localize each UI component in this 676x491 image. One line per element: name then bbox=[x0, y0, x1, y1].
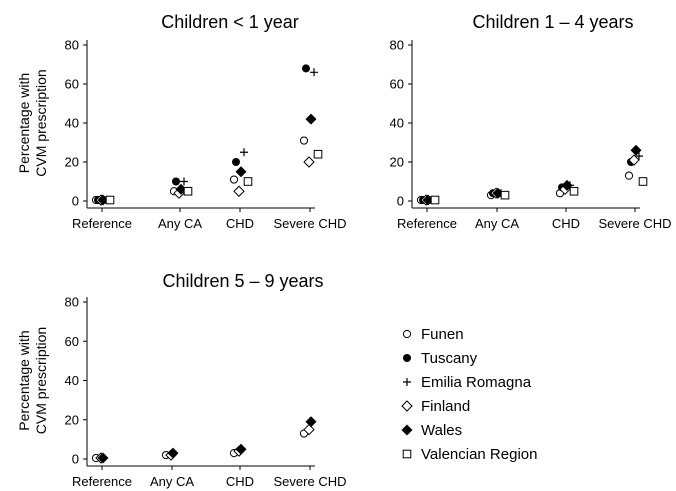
legend-label: Finland bbox=[421, 398, 470, 415]
legend-item: Tuscany bbox=[403, 350, 478, 367]
legend: Funen Tuscany Emilia Romagna Finland Wales Va… bbox=[401, 326, 537, 463]
x-tick-label: Reference bbox=[72, 216, 132, 231]
data-point-wales bbox=[167, 447, 179, 459]
legend-item: Valencian Region bbox=[402, 446, 537, 463]
panel-title: Children < 1 year bbox=[161, 12, 299, 32]
y-axis-label: CVM prescription bbox=[33, 69, 49, 176]
chart-panel-3: Children 5 – 9 years 0 20 40 60 80 Reference An… bbox=[16, 271, 346, 489]
legend-marker-finland bbox=[401, 400, 413, 412]
y-tick-label: 20 bbox=[65, 412, 79, 427]
data-markers bbox=[416, 144, 648, 206]
y-tick-label: 80 bbox=[65, 38, 79, 53]
data-point-finland bbox=[303, 156, 315, 168]
chart-panel-1: Children < 1 year 0 20 40 60 80 Reference Any C… bbox=[16, 12, 346, 231]
legend-item: Wales bbox=[401, 422, 462, 439]
y-tick-label: 40 bbox=[390, 116, 404, 131]
data-markers bbox=[91, 64, 323, 206]
data-point-valencian-region bbox=[183, 186, 193, 196]
y-tick-label: 20 bbox=[65, 155, 79, 170]
legend-label: Wales bbox=[421, 422, 462, 439]
data-point-finland bbox=[628, 154, 640, 166]
legend-item: Finland bbox=[401, 398, 470, 415]
legend-label: Funen bbox=[421, 326, 464, 343]
y-tick-label: 80 bbox=[390, 38, 404, 53]
legend-label: Emilia Romagna bbox=[421, 374, 532, 391]
legend-label: Valencian Region bbox=[421, 446, 537, 463]
x-tick-label: Any CA bbox=[475, 216, 519, 231]
x-tick-label: Severe CHD bbox=[274, 474, 347, 489]
legend-marker-emilia-romagna bbox=[403, 378, 411, 386]
data-point-wales bbox=[235, 443, 247, 455]
data-point-finland bbox=[303, 423, 315, 436]
data-point-valencian-region bbox=[569, 186, 579, 196]
data-point-tuscany bbox=[302, 64, 310, 73]
y-tick-label: 40 bbox=[65, 116, 79, 131]
data-point-funen bbox=[299, 136, 309, 145]
data-point-finland bbox=[233, 185, 245, 197]
legend-item: Funen bbox=[402, 326, 464, 343]
y-tick-label: 40 bbox=[65, 373, 79, 388]
data-point-wales bbox=[97, 452, 109, 464]
legend-label: Tuscany bbox=[421, 350, 478, 367]
chart-panel-2: Children 1 – 4 years 0 20 40 60 80 Reference An… bbox=[390, 12, 672, 231]
data-point-wales bbox=[630, 144, 642, 156]
y-tick-label: 20 bbox=[390, 155, 404, 170]
data-point-funen bbox=[624, 171, 634, 180]
x-tick-label: CHD bbox=[226, 474, 254, 489]
y-tick-label: 80 bbox=[65, 295, 79, 310]
panel-title: Children 1 – 4 years bbox=[472, 12, 633, 32]
data-point-wales bbox=[235, 166, 247, 178]
y-tick-label: 0 bbox=[72, 452, 79, 467]
data-point-emilia-romagna bbox=[240, 148, 248, 157]
panel-title: Children 5 – 9 years bbox=[162, 271, 323, 291]
y-tick-label: 60 bbox=[390, 77, 404, 92]
y-tick-label: 60 bbox=[65, 334, 79, 349]
legend-marker-funen bbox=[402, 329, 412, 339]
x-tick-label: Severe CHD bbox=[599, 216, 672, 231]
data-point-emilia-romagna bbox=[180, 177, 188, 186]
data-point-emilia-romagna bbox=[635, 152, 643, 161]
y-tick-label: 0 bbox=[397, 194, 404, 209]
data-point-wales bbox=[305, 113, 317, 125]
data-point-valencian-region bbox=[430, 195, 440, 205]
legend-item: Emilia Romagna bbox=[403, 374, 532, 391]
x-tick-label: Any CA bbox=[158, 216, 202, 231]
data-point-valencian-region bbox=[313, 149, 323, 159]
y-axis-label: CVM prescription bbox=[33, 327, 49, 434]
x-tick-label: Reference bbox=[72, 474, 132, 489]
y-tick-label: 0 bbox=[72, 194, 79, 209]
x-tick-label: CHD bbox=[226, 216, 254, 231]
x-tick-label: Reference bbox=[397, 216, 457, 231]
legend-marker-valencian-region bbox=[402, 449, 412, 459]
y-axis-label: Percentage with bbox=[16, 73, 32, 173]
legend-marker-wales bbox=[401, 424, 413, 436]
data-point-wales bbox=[305, 416, 317, 428]
data-point-valencian-region bbox=[105, 195, 115, 205]
y-tick-label: 60 bbox=[65, 77, 79, 92]
data-point-tuscany bbox=[232, 158, 240, 166]
data-markers bbox=[91, 416, 317, 464]
x-tick-label: Severe CHD bbox=[274, 216, 347, 231]
data-point-emilia-romagna bbox=[310, 68, 318, 77]
data-point-valencian-region bbox=[638, 177, 648, 186]
x-tick-label: Any CA bbox=[150, 474, 194, 489]
y-axis-label: Percentage with bbox=[16, 330, 32, 430]
x-tick-label: CHD bbox=[552, 216, 580, 231]
data-point-valencian-region bbox=[243, 177, 253, 186]
data-point-valencian-region bbox=[500, 190, 510, 200]
legend-marker-tuscany bbox=[403, 354, 411, 362]
data-point-tuscany bbox=[172, 177, 180, 186]
data-point-funen bbox=[229, 175, 239, 184]
